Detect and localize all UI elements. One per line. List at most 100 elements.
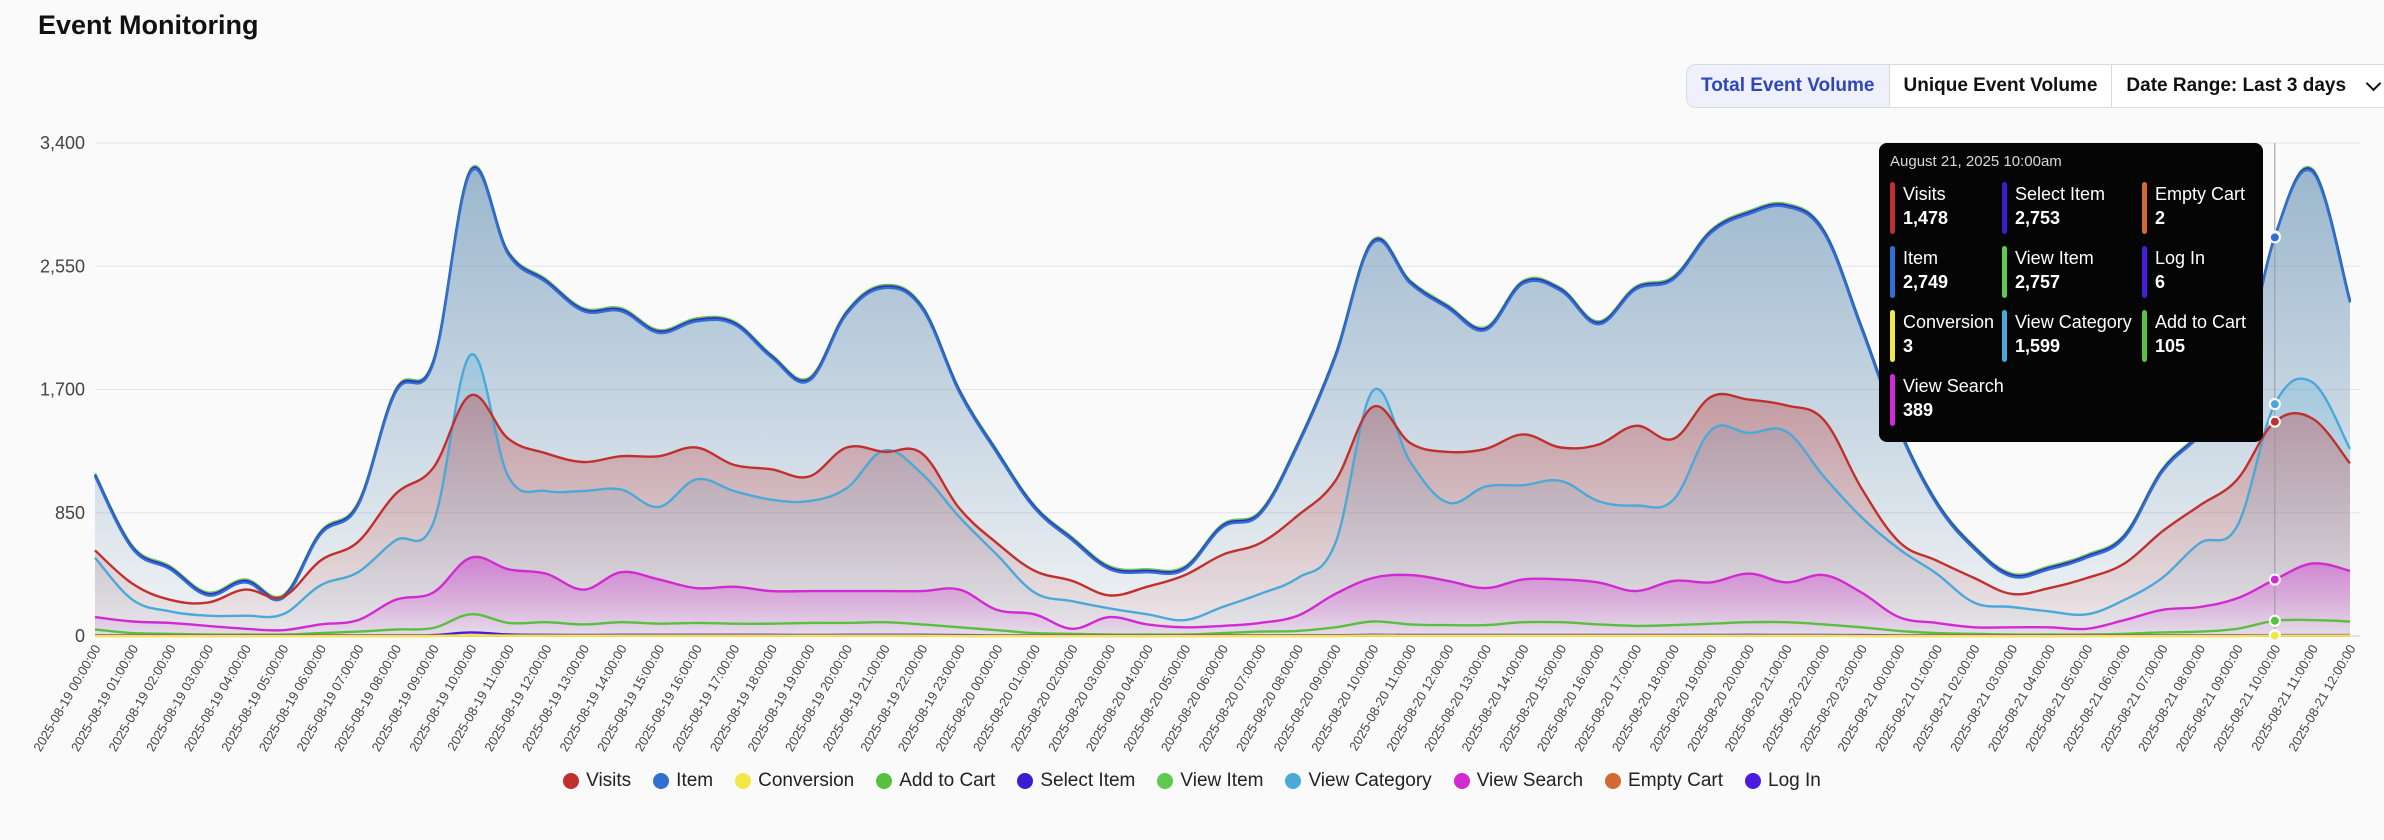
- legend-item-empty-cart[interactable]: Empty Cart: [1605, 770, 1723, 792]
- x-tick-label: 2025-08-21 00:00:00: [1834, 642, 1907, 754]
- legend-dot-icon: [1157, 773, 1174, 789]
- tooltip-entry-select-item: Select Item 2,753: [2002, 182, 2142, 246]
- tooltip-entry-conversion: Conversion 3: [1890, 310, 2002, 374]
- x-tick-label: 2025-08-20 12:00:00: [1383, 642, 1456, 754]
- tooltip-entry-name: View Category: [2015, 312, 2132, 332]
- legend-dot-icon: [1453, 773, 1470, 789]
- tooltip-grid: Visits 1,478 Select Item 2,753 Empty Cart 2 It…: [1890, 182, 2252, 438]
- x-tick-label: 2025-08-21 11:00:00: [2248, 642, 2321, 753]
- line-view-search: [94, 555, 2351, 632]
- date-range-dropdown[interactable]: Date Range: Last 3 days: [2112, 65, 2384, 107]
- x-tick-label: 2025-08-19 16:00:00: [632, 642, 705, 754]
- tooltip-entry-value: 2,757: [2015, 272, 2061, 292]
- legend-item-view-search[interactable]: View Search: [1453, 770, 1583, 792]
- x-tick-label: 2025-08-20 13:00:00: [1421, 642, 1494, 754]
- tooltip-entry-empty-cart: Empty Cart 2: [2142, 182, 2250, 246]
- x-tick-label: 2025-08-21 07:00:00: [2097, 642, 2170, 754]
- tooltip-entry-value: 1,599: [2015, 336, 2061, 356]
- x-tick-label: 2025-08-19 08:00:00: [331, 642, 404, 754]
- legend-item-add-to-cart[interactable]: Add to Cart: [876, 770, 995, 792]
- legend-label: View Category: [1308, 770, 1432, 791]
- x-tick-label: 2025-08-19 01:00:00: [68, 642, 141, 754]
- x-tick-label: 2025-08-20 01:00:00: [970, 642, 1043, 754]
- x-tick-label: 2025-08-19 13:00:00: [519, 642, 592, 754]
- tooltip-entry-name: Log In: [2155, 248, 2206, 268]
- tooltip-color-bar: [1890, 374, 1895, 426]
- hover-point-add-to-cart: [2268, 614, 2281, 627]
- legend-item-item[interactable]: Item: [653, 770, 713, 792]
- legend-label: Conversion: [758, 770, 855, 791]
- tooltip-entry-text: Log In 6: [2155, 246, 2205, 310]
- tooltip-entry-log-in: Log In 6: [2142, 246, 2250, 310]
- line-item: [93, 167, 2352, 602]
- unique-event-volume-button[interactable]: Unique Event Volume: [1890, 65, 2113, 107]
- x-tick-label: 2025-08-19 20:00:00: [782, 642, 855, 754]
- legend-label: Empty Cart: [1628, 770, 1724, 791]
- legend-dot-icon: [653, 773, 670, 789]
- total-event-volume-button[interactable]: Total Event Volume: [1687, 65, 1890, 107]
- x-tick-label: 2025-08-19 03:00:00: [143, 642, 216, 754]
- legend-item-log-in[interactable]: Log In: [1745, 770, 1821, 792]
- legend-item-select-item[interactable]: Select Item: [1017, 770, 1135, 792]
- hover-point-view-search: [2268, 573, 2281, 586]
- x-tick-label: 2025-08-19 10:00:00: [406, 642, 479, 754]
- legend-item-view-item[interactable]: View Item: [1157, 770, 1263, 792]
- legend-label: Visits: [586, 770, 632, 791]
- x-tick-label: 2025-08-20 05:00:00: [1120, 642, 1193, 754]
- tooltip-entry-value: 6: [2155, 272, 2166, 292]
- legend-dot-icon: [1285, 773, 1302, 789]
- chart-tooltip: August 21, 2025 10:00am Visits 1,478 Selec…: [1879, 143, 2263, 442]
- tooltip-entry-view-search: View Search 389: [1890, 374, 2004, 438]
- tooltip-color-bar: [2002, 246, 2007, 298]
- x-tick-label: 2025-08-19 07:00:00: [293, 642, 366, 754]
- legend-item-visits[interactable]: Visits: [563, 770, 631, 792]
- x-tick-label: 2025-08-20 00:00:00: [932, 642, 1005, 754]
- x-tick-label: 2025-08-20 11:00:00: [1346, 642, 1419, 753]
- tooltip-color-bar: [1890, 182, 1895, 234]
- tooltip-color-bar: [2142, 182, 2147, 234]
- legend-dot-icon: [1017, 773, 1034, 789]
- line-conversion: [95, 634, 2350, 638]
- tooltip-color-bar: [2142, 246, 2147, 298]
- y-tick-label: 1,700: [40, 380, 85, 400]
- x-tick-label: 2025-08-20 22:00:00: [1759, 642, 1832, 754]
- tooltip-entry-text: Select Item 2,753: [2015, 182, 2105, 246]
- legend-label: View Item: [1180, 770, 1264, 791]
- x-tick-label: 2025-08-19 19:00:00: [744, 642, 817, 754]
- x-tick-label: 2025-08-20 18:00:00: [1609, 642, 1682, 754]
- x-tick-label: 2025-08-19 17:00:00: [669, 642, 742, 754]
- tooltip-entry-value: 2,753: [2015, 208, 2061, 228]
- tooltip-entry-text: View Search 389: [1903, 374, 2004, 438]
- x-tick-label: 2025-08-20 19:00:00: [1646, 642, 1719, 754]
- tooltip-entry-text: Empty Cart 2: [2155, 182, 2245, 246]
- tooltip-color-bar: [2002, 182, 2007, 234]
- x-tick-label: 2025-08-21 03:00:00: [1947, 642, 2020, 754]
- x-tick-label: 2025-08-19 05:00:00: [218, 642, 291, 754]
- tooltip-entry-visits: Visits 1,478: [1890, 182, 2002, 246]
- x-tick-label: 2025-08-21 06:00:00: [2060, 642, 2133, 754]
- legend-label: Select Item: [1040, 770, 1136, 791]
- legend-label: Item: [676, 770, 714, 791]
- legend-item-view-category[interactable]: View Category: [1285, 770, 1432, 792]
- legend-dot-icon: [563, 773, 580, 789]
- y-tick-label: 3,400: [40, 133, 85, 153]
- line-add-to-cart: [94, 613, 2351, 636]
- x-tick-label: 2025-08-21 05:00:00: [2022, 642, 2095, 754]
- x-tick-label: 2025-08-21 12:00:00: [2285, 642, 2358, 754]
- tooltip-entry-value: 2,749: [1903, 272, 1949, 292]
- legend-item-conversion[interactable]: Conversion: [735, 770, 854, 792]
- y-tick-label: 850: [55, 503, 85, 523]
- x-tick-label: 2025-08-19 02:00:00: [105, 642, 178, 754]
- y-tick-label: 0: [75, 626, 85, 646]
- x-tick-label: 2025-08-20 15:00:00: [1496, 642, 1569, 754]
- x-tick-label: 2025-08-21 04:00:00: [1985, 642, 2058, 754]
- area-visits: [95, 393, 2350, 636]
- line-view-category: [94, 353, 2352, 622]
- x-tick-label: 2025-08-21 02:00:00: [1909, 642, 1982, 754]
- tooltip-entry-value: 2: [2155, 208, 2166, 228]
- tooltip-date: August 21, 2025 10:00am: [1890, 153, 2062, 170]
- x-tick-label: 2025-08-19 22:00:00: [857, 642, 930, 754]
- tooltip-entry-value: 1,478: [1903, 208, 1949, 228]
- hover-point-item: [2268, 231, 2281, 244]
